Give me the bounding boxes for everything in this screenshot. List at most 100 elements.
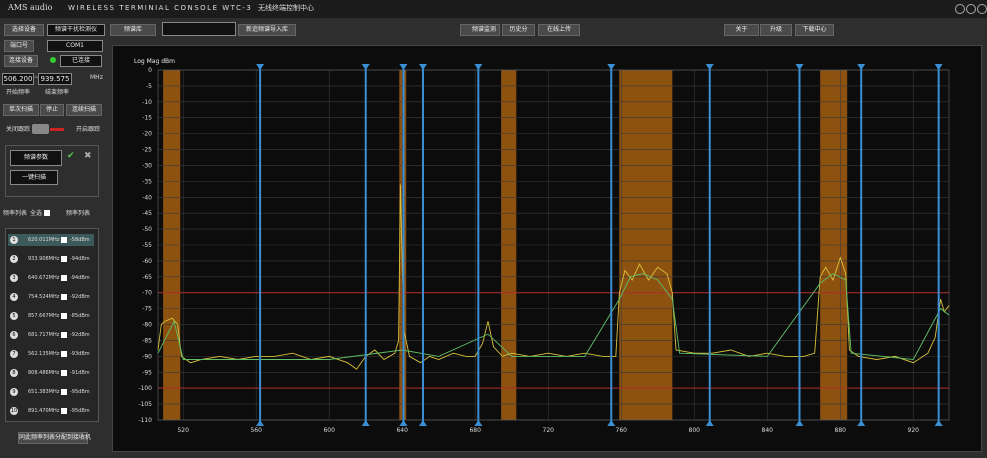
y-tick-label: -35	[142, 178, 152, 185]
history-button[interactable]: 历史分	[502, 24, 535, 36]
marker-id: 8	[10, 369, 18, 377]
upload-button[interactable]: 在线上传	[538, 24, 580, 36]
download-button[interactable]: 下载中心	[795, 24, 834, 36]
marker-level: -92dBm	[70, 294, 90, 300]
y-tick-label: -45	[142, 210, 152, 217]
marker-checkbox	[61, 313, 67, 319]
device-field: 频谱干扰检测仪	[47, 24, 105, 36]
marker-id: 3	[10, 274, 18, 282]
y-tick-label: -60	[142, 258, 152, 265]
marker-head	[474, 64, 483, 70]
marker-checkbox	[61, 408, 67, 414]
y-tick-label: -70	[142, 290, 152, 297]
track-off-label: 关闭跟踪	[6, 126, 31, 133]
minimize[interactable]	[955, 4, 965, 14]
track-toggle[interactable]	[32, 124, 49, 134]
marker-id: 2	[10, 255, 18, 263]
close[interactable]	[977, 4, 987, 14]
monitor-button[interactable]: 频谱监测	[460, 24, 500, 36]
marker-row[interactable]: 9 651.383MHz -95dBm	[8, 386, 94, 398]
marker-row[interactable]: 10 891.470MHz -95dBm	[8, 405, 94, 417]
marker-freq: 754.524MHz	[28, 294, 60, 300]
marker-id: 7	[10, 350, 18, 358]
window-subtitle: 无线终端控制中心	[258, 4, 314, 12]
y-tick-label: 0	[148, 67, 152, 74]
marker-id: 10	[10, 407, 18, 415]
marker-row[interactable]: 8 808.486MHz -91dBm	[8, 367, 94, 379]
connect-button[interactable]: 连接设备	[4, 55, 38, 67]
cross-icon[interactable]: ✖	[84, 151, 92, 161]
x-tick-label: 720	[543, 427, 555, 434]
library-field[interactable]	[162, 22, 236, 36]
marker-head	[607, 64, 616, 70]
brand: AMS audio	[8, 3, 53, 12]
marker-id: 4	[10, 293, 18, 301]
x-tick-label: 520	[177, 427, 189, 434]
marker-id: 6	[10, 331, 18, 339]
marker-head	[399, 64, 408, 70]
assign-button[interactable]: 同此频率列表分配到接收机	[18, 432, 91, 444]
marker-foot	[474, 420, 483, 426]
y-tick-label: -20	[142, 131, 152, 138]
marker-row[interactable]: 3 640.672MHz -94dBm	[8, 272, 94, 284]
x-tick-label: 680	[469, 427, 481, 434]
marker-foot	[795, 420, 804, 426]
spectrum-library-button[interactable]: 频谱库	[110, 24, 156, 36]
marker-level: -91dBm	[70, 370, 90, 376]
status-dot	[50, 57, 56, 63]
marker-row[interactable]: 7 562.135MHz -93dBm	[8, 348, 94, 360]
marker-head	[361, 64, 370, 70]
chart: Log Mag dBm 0 -5 -10 -15 -20 -25 -30 -35 -40 -45 -5…	[134, 58, 950, 434]
marker-level: -94dBm	[70, 275, 90, 281]
marker-id: 1	[10, 236, 18, 244]
y-tick-label: -85	[142, 337, 152, 344]
x-tick-label: 920	[908, 427, 920, 434]
y-tick-label: -25	[142, 147, 152, 154]
params-field[interactable]: 频谱参数	[10, 150, 62, 166]
y-tick-label: -65	[142, 274, 152, 281]
y-tick-label: -15	[142, 115, 152, 122]
port-field[interactable]: COM1	[47, 40, 103, 52]
import-button[interactable]: 新追频谱导入库	[238, 24, 296, 36]
select-device-button[interactable]: 选择设备	[4, 24, 44, 36]
marker-freq: 640.672MHz	[28, 275, 60, 281]
start-freq-field[interactable]: 506.200	[2, 73, 34, 85]
one-key-dropdown[interactable]: 一键扫描	[10, 170, 58, 185]
marker-head	[418, 64, 427, 70]
x-tick-label: 560	[250, 427, 262, 434]
marker-row[interactable]: 5 857.667MHz -85dBm	[8, 310, 94, 322]
marker-row[interactable]: 4 754.524MHz -92dBm	[8, 291, 94, 303]
maximize[interactable]	[966, 4, 976, 14]
y-tick-label: -80	[142, 322, 152, 329]
marker-row[interactable]: 2 933.908MHz -94dBm	[8, 253, 94, 265]
marker-level: -93dBm	[70, 351, 90, 357]
y-tick-label: -95	[142, 369, 152, 376]
marker-level: -58dBm	[70, 237, 90, 243]
marker-freq: 651.383MHz	[28, 389, 60, 395]
window-title: WIRELESS TERMINIAL CONSOLE WTC-3	[68, 4, 253, 12]
continuous-scan-button[interactable]: 连续扫描	[66, 104, 102, 116]
check-icon[interactable]: ✔	[67, 151, 75, 161]
marker-foot	[399, 420, 408, 426]
marker-checkbox	[61, 332, 67, 338]
list-title2: 频率列表	[66, 210, 91, 217]
track-toggle-bar	[50, 128, 64, 131]
single-scan-button[interactable]: 单次扫描	[3, 104, 39, 116]
marker-row[interactable]: 1 620.011MHz -58dBm	[8, 234, 94, 246]
y-tick-label: -55	[142, 242, 152, 249]
marker-row[interactable]: 6 681.717MHz -92dBm	[8, 329, 94, 341]
marker-freq: 857.667MHz	[28, 313, 60, 319]
marker-checkbox	[61, 237, 67, 243]
upgrade-button[interactable]: 升级	[760, 24, 792, 36]
select-all-checkbox[interactable]	[44, 210, 50, 216]
marker-list: 1 620.011MHz -58dBm 2 933.908MHz -94dBm 3 640.6…	[5, 228, 99, 422]
marker-head	[256, 64, 265, 70]
end-freq-field[interactable]: 939.575	[38, 73, 72, 85]
y-tick-label: -110	[138, 417, 152, 424]
end-label: 结束频率	[45, 89, 70, 96]
y-tick-label: -75	[142, 306, 152, 313]
stop-button[interactable]: 停止	[40, 104, 64, 116]
marker-head	[795, 64, 804, 70]
about-button[interactable]: 关于	[724, 24, 759, 36]
x-tick-label: 800	[689, 427, 701, 434]
